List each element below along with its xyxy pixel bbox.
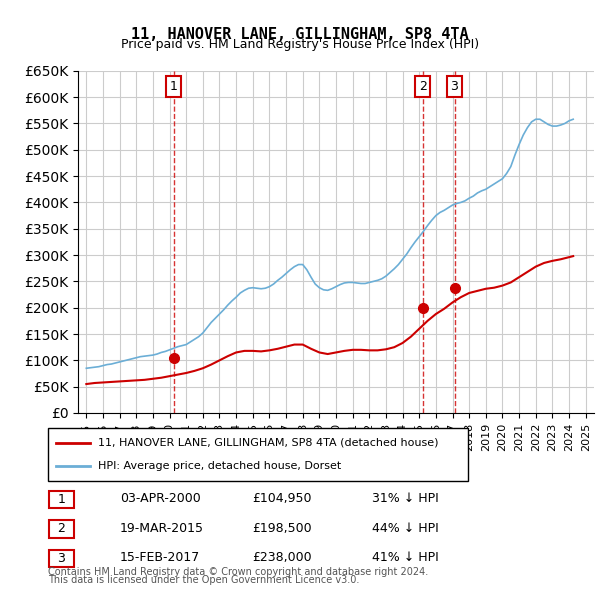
Text: 03-APR-2000: 03-APR-2000 bbox=[120, 492, 201, 505]
Text: 3: 3 bbox=[58, 552, 65, 565]
Text: 41% ↓ HPI: 41% ↓ HPI bbox=[372, 551, 439, 564]
Text: This data is licensed under the Open Government Licence v3.0.: This data is licensed under the Open Gov… bbox=[48, 575, 359, 585]
FancyBboxPatch shape bbox=[49, 520, 74, 537]
Text: 44% ↓ HPI: 44% ↓ HPI bbox=[372, 522, 439, 535]
Text: 2: 2 bbox=[419, 80, 427, 93]
Text: 1: 1 bbox=[58, 493, 65, 506]
Text: HPI: Average price, detached house, Dorset: HPI: Average price, detached house, Dors… bbox=[98, 461, 341, 471]
Text: 1: 1 bbox=[170, 80, 178, 93]
Text: 11, HANOVER LANE, GILLINGHAM, SP8 4TA: 11, HANOVER LANE, GILLINGHAM, SP8 4TA bbox=[131, 27, 469, 41]
Text: £198,500: £198,500 bbox=[252, 522, 311, 535]
Text: 11, HANOVER LANE, GILLINGHAM, SP8 4TA (detached house): 11, HANOVER LANE, GILLINGHAM, SP8 4TA (d… bbox=[98, 438, 439, 448]
Text: £238,000: £238,000 bbox=[252, 551, 311, 564]
Text: 19-MAR-2015: 19-MAR-2015 bbox=[120, 522, 204, 535]
Text: 3: 3 bbox=[451, 80, 458, 93]
Text: £104,950: £104,950 bbox=[252, 492, 311, 505]
Text: 31% ↓ HPI: 31% ↓ HPI bbox=[372, 492, 439, 505]
Text: 15-FEB-2017: 15-FEB-2017 bbox=[120, 551, 200, 564]
Text: Price paid vs. HM Land Registry's House Price Index (HPI): Price paid vs. HM Land Registry's House … bbox=[121, 38, 479, 51]
Text: 2: 2 bbox=[58, 522, 65, 536]
FancyBboxPatch shape bbox=[48, 428, 468, 481]
FancyBboxPatch shape bbox=[49, 491, 74, 508]
Text: Contains HM Land Registry data © Crown copyright and database right 2024.: Contains HM Land Registry data © Crown c… bbox=[48, 567, 428, 577]
FancyBboxPatch shape bbox=[49, 550, 74, 567]
